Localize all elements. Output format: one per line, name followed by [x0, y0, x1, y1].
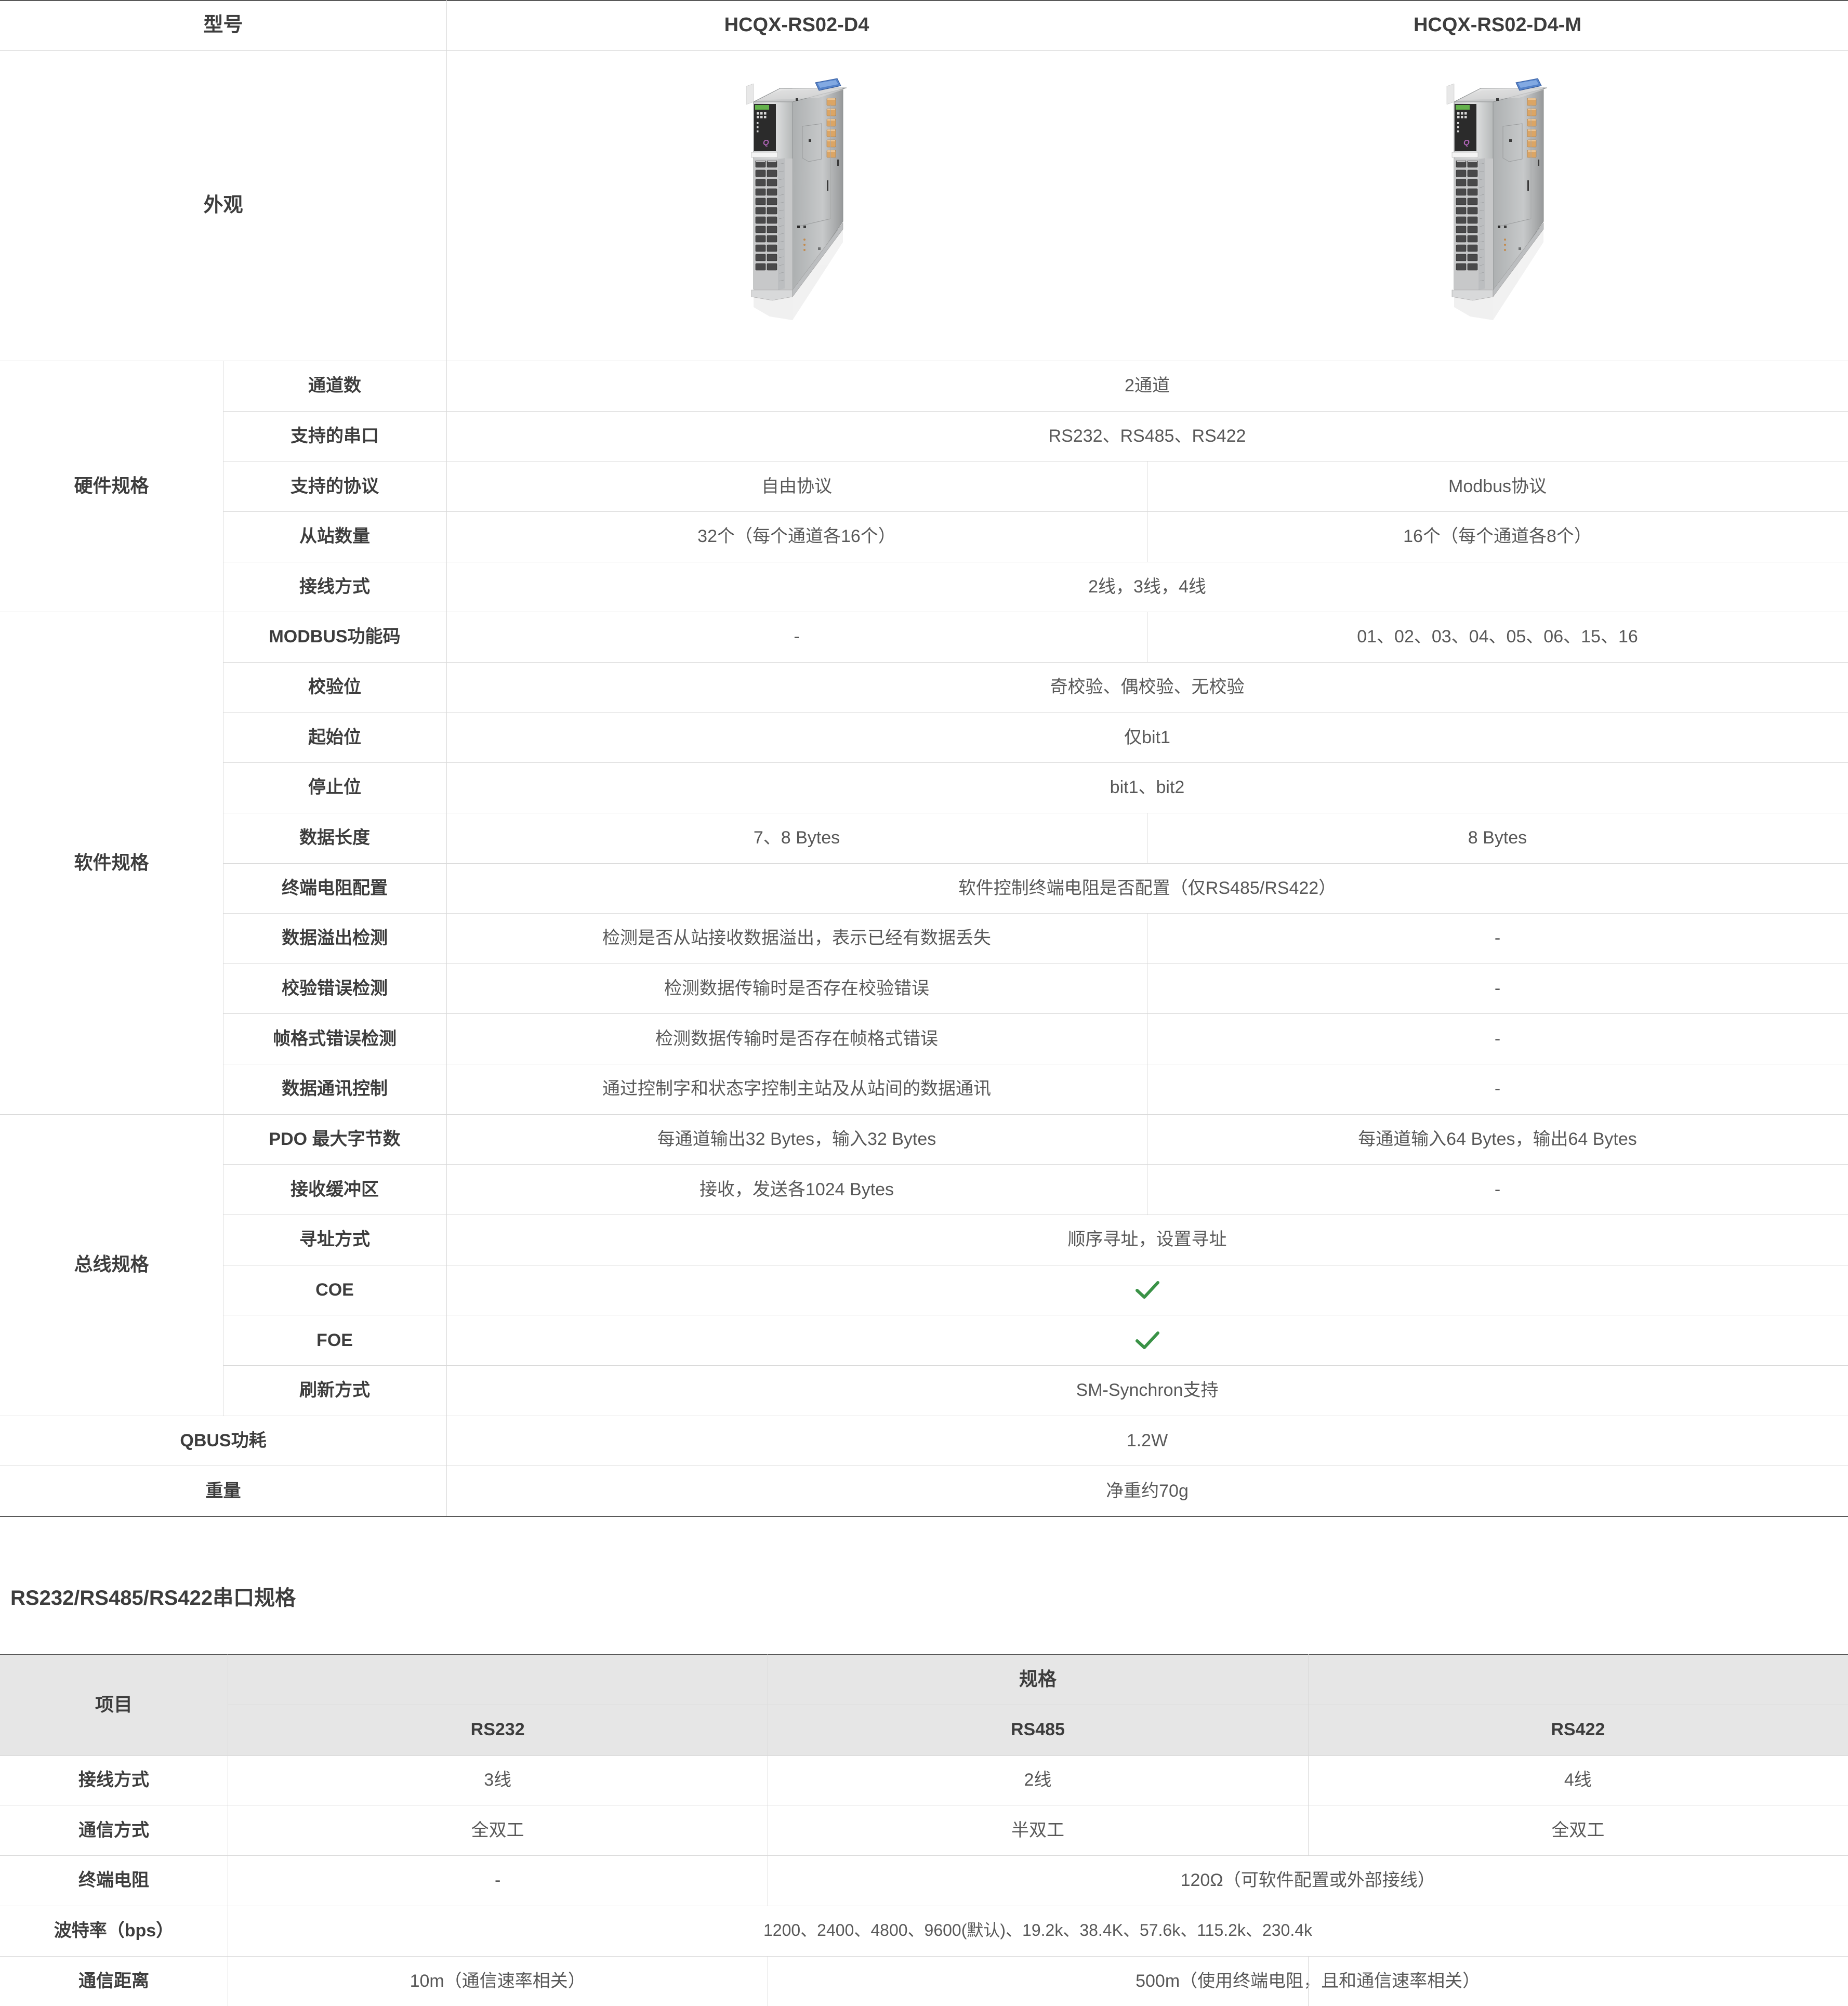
svg-text:Q: Q [1463, 138, 1470, 147]
svg-text:Q: Q [763, 138, 769, 147]
